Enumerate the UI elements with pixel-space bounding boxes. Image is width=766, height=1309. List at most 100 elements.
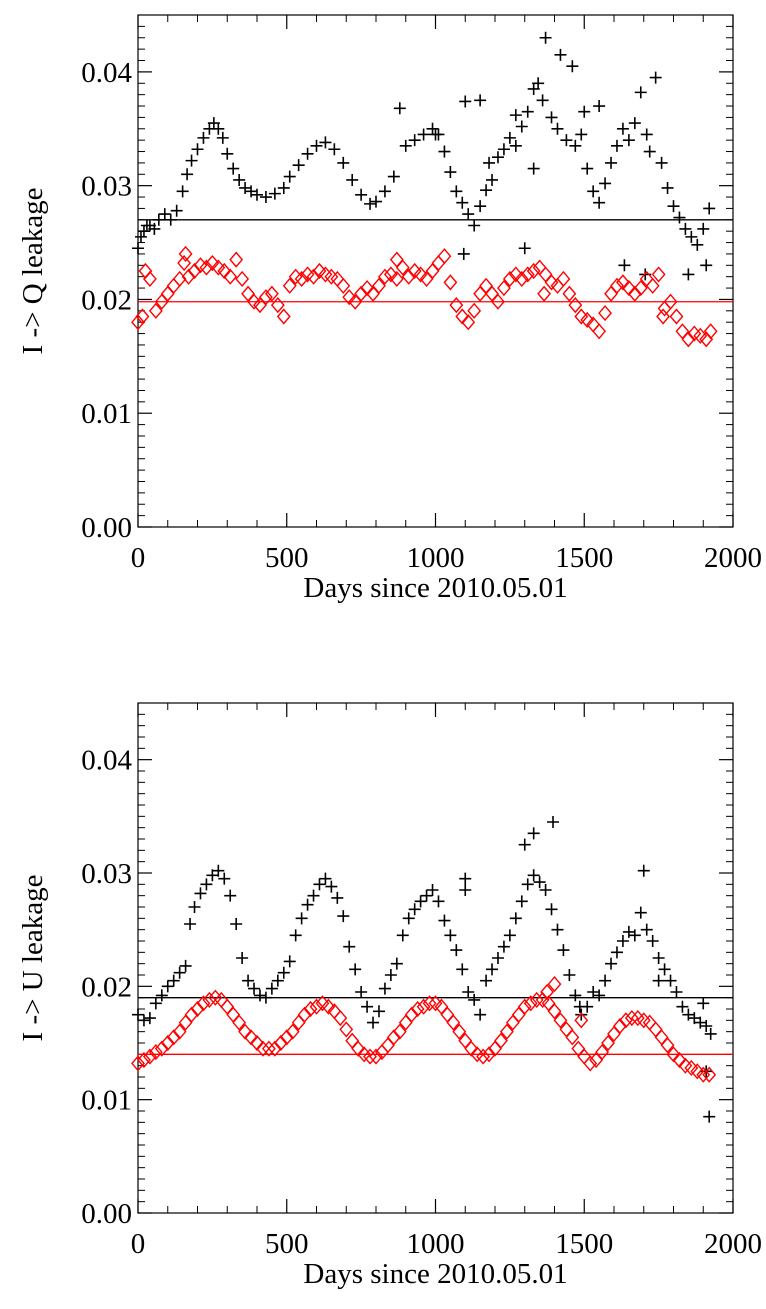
data-point-plus (578, 105, 591, 118)
data-point-diamond (285, 1023, 300, 1040)
data-point-diamond (383, 266, 398, 283)
data-point-diamond (324, 268, 339, 285)
data-point-plus (277, 966, 290, 979)
data-point-diamond (654, 1029, 669, 1046)
data-point-diamond (148, 302, 163, 319)
data-point-plus (655, 156, 668, 169)
data-point-plus (408, 903, 421, 916)
data-point-diamond (422, 995, 437, 1012)
data-point-diamond (538, 266, 553, 283)
data-point-diamond (610, 277, 624, 294)
x-tick-label: 1000 (407, 542, 465, 574)
data-point-plus (605, 957, 618, 970)
data-point-plus (682, 268, 695, 281)
data-point-diamond (389, 251, 404, 268)
y-tick-label: 0.04 (81, 57, 132, 89)
data-point-diamond (386, 1029, 401, 1046)
data-point-plus (646, 935, 659, 947)
data-point-plus (599, 177, 612, 190)
data-point-diamond (401, 268, 416, 285)
data-point-diamond (410, 1000, 425, 1018)
data-point-plus (697, 222, 710, 235)
data-point-diamond (464, 1040, 479, 1057)
data-point-diamond (473, 285, 488, 302)
data-point-plus (515, 120, 528, 133)
data-point-diamond (672, 1051, 687, 1069)
data-point-diamond (148, 1043, 163, 1061)
data-point-plus (426, 884, 439, 896)
data-point-diamond (479, 277, 493, 294)
data-point-diamond (214, 991, 229, 1009)
data-point-diamond (580, 311, 595, 328)
data-point-plus (679, 222, 692, 235)
chart-panel-u-leakage: 0 500 1000 1500 2000 0.00 0.01 0.02 0.03 0.04 Days… (17, 702, 762, 1290)
data-point-diamond (235, 270, 250, 288)
data-point-diamond (547, 1003, 562, 1020)
data-point-plus (685, 230, 698, 243)
data-point-plus (491, 952, 504, 964)
data-point-diamond (270, 297, 285, 314)
data-point-plus (307, 889, 320, 902)
data-point-diamond (666, 1046, 681, 1063)
y-tick-label: 0.01 (81, 1085, 132, 1117)
data-point-plus (170, 204, 183, 217)
data-point-diamond (601, 1034, 615, 1052)
data-point-plus (313, 878, 326, 891)
data-point-plus (462, 208, 475, 221)
data-point-plus (164, 213, 177, 226)
data-point-diamond (598, 305, 612, 322)
data-point-diamond (703, 323, 718, 340)
data-point-diamond (137, 1051, 151, 1069)
data-point-diamond (574, 308, 589, 325)
x-tick-label: 1500 (555, 542, 613, 574)
data-point-plus (325, 880, 338, 893)
y-tick-label: 0.03 (81, 858, 132, 890)
data-point-plus (148, 222, 161, 235)
data-point-plus (527, 162, 540, 175)
data-point-diamond (256, 1040, 270, 1057)
data-point-plus (137, 225, 150, 238)
data-point-plus (539, 884, 552, 896)
data-point-plus (649, 71, 662, 84)
data-point-plus (390, 957, 403, 970)
data-point-diamond (264, 285, 279, 302)
data-point-diamond (568, 297, 583, 314)
data-point-plus (134, 230, 147, 243)
data-point-diamond (556, 270, 571, 288)
data-point-plus (610, 946, 623, 959)
data-point-diamond (404, 1006, 419, 1023)
data-point-diamond (232, 1014, 247, 1031)
data-point-plus (480, 974, 493, 987)
data-point-diamond (282, 277, 297, 294)
data-point-diamond (592, 323, 607, 340)
data-point-plus (456, 196, 469, 209)
data-point-plus (640, 923, 653, 936)
data-point-diamond (595, 1043, 610, 1061)
data-point-plus (459, 872, 472, 885)
data-point-diamond (413, 266, 428, 283)
data-point-diamond (526, 262, 541, 280)
data-point-diamond (238, 1023, 253, 1040)
data-point-plus (521, 105, 534, 118)
data-point-diamond (369, 1048, 383, 1065)
data-point-plus (161, 980, 174, 993)
data-point-diamond (363, 1048, 377, 1065)
data-point-diamond (172, 270, 187, 288)
chart-panel-q-leakage: 0 500 1000 1500 2000 0.00 0.01 0.02 0.03 0.04 Days… (17, 14, 762, 604)
data-point-diamond (181, 268, 196, 285)
data-point-plus (295, 912, 308, 925)
data-point-diamond (645, 277, 660, 294)
data-point-diamond (633, 279, 648, 297)
data-point-plus (132, 242, 144, 255)
y-axis-title: I -> U leakage (17, 875, 49, 1042)
data-point-diamond (553, 1012, 568, 1029)
data-point-plus (652, 952, 665, 964)
data-point-plus (616, 122, 629, 135)
data-point-plus (158, 208, 171, 221)
data-point-plus (569, 139, 582, 152)
data-point-plus (667, 200, 680, 213)
data-point-plus (682, 1008, 695, 1021)
y-tick-label: 0.01 (81, 398, 132, 430)
data-point-plus (378, 982, 391, 995)
data-point-diamond (339, 1021, 354, 1038)
